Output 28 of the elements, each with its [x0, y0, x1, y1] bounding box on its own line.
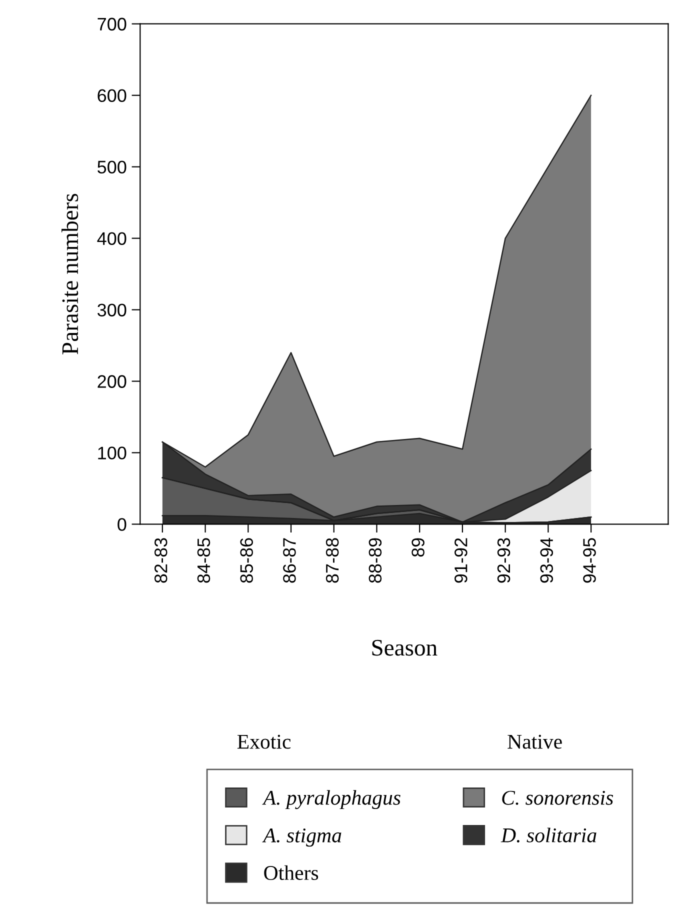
- legend-label: D. solitaria: [500, 828, 596, 842]
- y-tick-label: 300: [98, 304, 126, 316]
- x-tick-label: 89: [412, 538, 424, 557]
- x-tick-label: 92-93: [497, 538, 510, 583]
- y-tick-label: 400: [97, 232, 126, 246]
- y-tick-label: 100: [98, 446, 126, 460]
- y-tick-label: 500: [98, 160, 126, 174]
- y-tick-label: 700: [98, 18, 126, 31]
- x-tick-label: 85-86: [240, 538, 253, 583]
- text: Native: [508, 734, 562, 749]
- legend-label: A. stigma: [262, 828, 342, 847]
- y-tick-label: 200: [98, 375, 126, 388]
- x-tick-label: 87-88: [326, 538, 339, 583]
- x-tick-label: 84-85: [197, 538, 210, 583]
- x-tick-label: 82-83: [154, 538, 168, 583]
- y-tick-label: 0: [118, 518, 126, 531]
- x-tick-label: 94-95: [583, 538, 596, 583]
- y-tick-label: 600: [98, 89, 126, 102]
- x-tick-label: 86-87: [283, 538, 296, 583]
- legend-label: A. pyralophagus: [262, 790, 400, 810]
- x-tick-label: 88-89: [368, 538, 382, 583]
- x-tick-label: 93-94: [540, 538, 554, 583]
- y-axis-title: Parasite numbers: [62, 194, 78, 354]
- legend-label: Others: [264, 865, 318, 880]
- legend-label: C. sonorensis: [502, 790, 614, 805]
- x-tick-label: 91-92: [454, 538, 468, 583]
- text: Exotic: [237, 734, 291, 749]
- x-axis-title: Season: [372, 640, 438, 656]
